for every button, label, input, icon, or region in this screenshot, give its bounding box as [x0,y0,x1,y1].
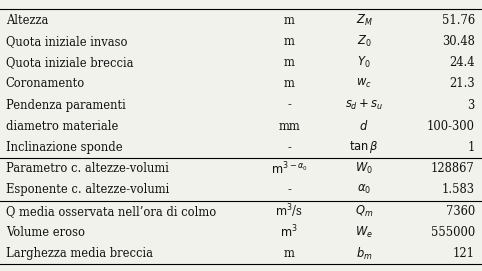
Text: Volume eroso: Volume eroso [6,226,85,239]
Text: m: m [284,77,295,90]
Text: $w_c$: $w_c$ [356,77,372,90]
Text: m: m [284,35,295,48]
Text: 30.48: 30.48 [442,35,475,48]
Text: $\tan\beta$: $\tan\beta$ [349,140,379,156]
Text: $Q_m$: $Q_m$ [355,204,373,219]
Text: Q media osservata nell’ora di colmo: Q media osservata nell’ora di colmo [6,205,216,218]
Text: $\mathrm{m}^{3-\alpha_0}$: $\mathrm{m}^{3-\alpha_0}$ [271,160,308,177]
Text: -: - [287,99,291,111]
Text: 21.3: 21.3 [449,77,475,90]
Text: m: m [284,14,295,27]
Text: Quota iniziale invaso: Quota iniziale invaso [6,35,127,48]
Text: Parametro c. altezze-volumi: Parametro c. altezze-volumi [6,162,169,175]
Text: Quota iniziale breccia: Quota iniziale breccia [6,56,134,69]
Text: m: m [284,56,295,69]
Text: 1: 1 [468,141,475,154]
Text: $d$: $d$ [359,119,369,133]
Text: 24.4: 24.4 [449,56,475,69]
Text: -: - [287,141,291,154]
Text: $Z_M$: $Z_M$ [356,12,372,28]
Text: mm: mm [278,120,300,133]
Text: m: m [284,247,295,260]
Text: Coronamento: Coronamento [6,77,85,90]
Text: 121: 121 [453,247,475,260]
Text: 100-300: 100-300 [427,120,475,133]
Text: -: - [287,183,291,196]
Text: Esponente c. altezze-volumi: Esponente c. altezze-volumi [6,183,169,196]
Text: $W_0$: $W_0$ [355,161,373,176]
Text: Inclinazione sponde: Inclinazione sponde [6,141,122,154]
Text: $\mathrm{m}^3$/s: $\mathrm{m}^3$/s [275,202,303,220]
Text: 51.76: 51.76 [442,14,475,27]
Text: Altezza: Altezza [6,14,48,27]
Text: $Y_0$: $Y_0$ [357,55,371,70]
Text: $Z_0$: $Z_0$ [357,34,371,49]
Text: $\alpha_0$: $\alpha_0$ [357,183,371,196]
Text: $W_e$: $W_e$ [355,225,373,240]
Text: 1.583: 1.583 [442,183,475,196]
Text: Larghezza media breccia: Larghezza media breccia [6,247,153,260]
Text: Pendenza paramenti: Pendenza paramenti [6,99,125,111]
Text: 7360: 7360 [445,205,475,218]
Text: $\mathrm{m}^3$: $\mathrm{m}^3$ [281,224,298,241]
Text: 128867: 128867 [431,162,475,175]
Text: 3: 3 [468,99,475,111]
Text: $s_d + s_u$: $s_d + s_u$ [345,98,383,112]
Text: $b_m$: $b_m$ [356,246,372,262]
Text: 555000: 555000 [430,226,475,239]
Text: diametro materiale: diametro materiale [6,120,118,133]
